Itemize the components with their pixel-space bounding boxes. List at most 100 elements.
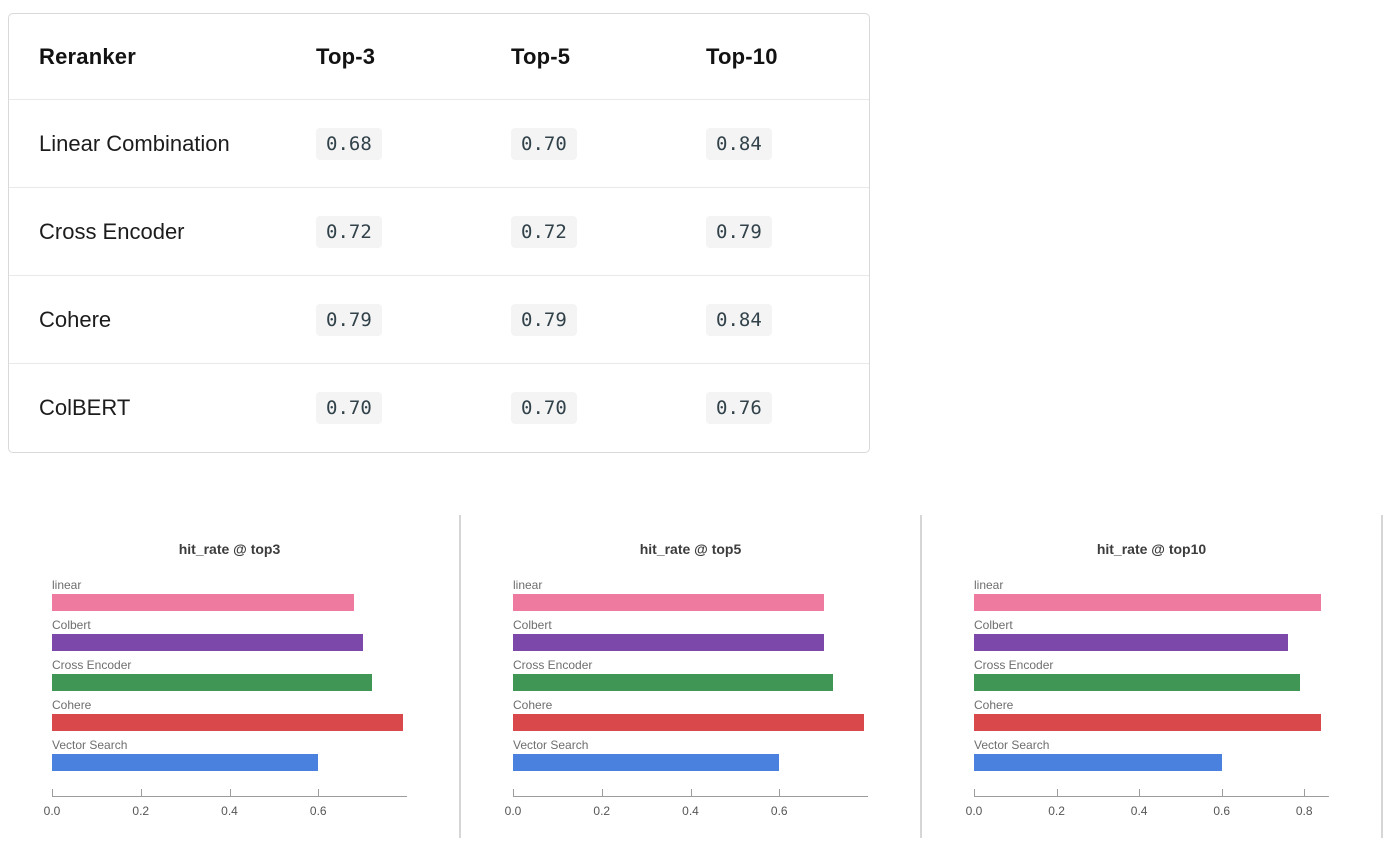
bar-series: Vector Search (974, 738, 1329, 771)
bar-chart: hit_rate @ top10 linear Colbert Cross Enco… (922, 515, 1383, 838)
bar-category-label: Cohere (52, 698, 92, 712)
bar-track (974, 754, 1329, 771)
bar-series: Vector Search (52, 738, 407, 771)
bar-series: Colbert (513, 618, 868, 651)
bar-category-label: Cross Encoder (513, 658, 593, 672)
series-container: linear Colbert Cross Encoder Cohere Vector S… (974, 578, 1329, 771)
column-header-top5: Top-5 (511, 43, 571, 69)
bar-series: Cohere (974, 698, 1329, 731)
axis-tick (318, 789, 320, 797)
metric-chip-top3: 0.72 (316, 215, 382, 248)
chart-title: hit_rate @ top10 (1096, 541, 1207, 557)
bar-category-label: Vector Search (52, 738, 128, 752)
table-header-row: Reranker Top-3 Top-5 Top-10 (9, 14, 869, 100)
table-row: Linear Combination 0.68 0.70 0.84 (9, 100, 869, 188)
table-row: Cross Encoder 0.72 0.72 0.79 (9, 188, 869, 276)
axis-tick (779, 789, 781, 797)
metric-chip-top10: 0.79 (706, 215, 772, 248)
reranker-name: Linear Combination (39, 130, 230, 156)
axis-tick (601, 789, 603, 797)
bar-cohere (52, 714, 403, 731)
bar-track (52, 594, 407, 611)
bar-track (52, 634, 407, 651)
bar-series: linear (52, 578, 407, 611)
bar-track (513, 594, 868, 611)
axis-tick-label: 0.6 (1213, 804, 1231, 818)
axis-tick-label: 0.4 (682, 804, 699, 818)
bar-vector-search (513, 754, 780, 771)
metric-chip-top3: 0.79 (316, 303, 382, 336)
bar-series: Colbert (974, 618, 1329, 651)
bar-category-label: Vector Search (974, 738, 1050, 752)
series-container: linear Colbert Cross Encoder Cohere Vector S… (513, 578, 868, 771)
bar-track (513, 714, 868, 731)
axis-tick (52, 789, 53, 797)
metric-chip-top3: 0.70 (316, 392, 382, 424)
bar-track (974, 714, 1329, 731)
bar-track (974, 674, 1329, 691)
axis-tick (974, 789, 975, 797)
axis-tick (1221, 789, 1223, 797)
bar-category-label: Cohere (513, 698, 553, 712)
bar-series: linear (974, 578, 1329, 611)
axis-tick-label: 0.8 (1295, 804, 1313, 818)
table-row: Cohere 0.79 0.79 0.84 (9, 276, 869, 364)
axis-tick-label: 0.0 (504, 804, 522, 818)
metric-chip-top10: 0.84 (706, 303, 772, 336)
bar-category-label: Colbert (513, 618, 552, 632)
bar-category-label: Colbert (52, 618, 91, 632)
bar-category-label: linear (513, 578, 543, 592)
metric-chip-top10: 0.84 (706, 127, 772, 160)
bar-cohere (513, 714, 864, 731)
x-axis: 0.0 0.2 0.4 0.6 0.8 (966, 789, 1329, 828)
bar-category-label: linear (974, 578, 1004, 592)
bar-chart: hit_rate @ top5 linear Colbert Cross Encod… (461, 515, 922, 838)
reranker-name: Cross Encoder (39, 218, 185, 244)
bar-track (974, 634, 1329, 651)
bar-category-label: Cross Encoder (52, 658, 132, 672)
axis-tick-label: 0.2 (132, 804, 150, 818)
bar-cross-encoder (974, 674, 1301, 691)
x-axis: 0.0 0.2 0.4 0.6 (505, 789, 868, 828)
bar-cross-encoder (513, 674, 833, 691)
bar-linear (513, 594, 824, 611)
table-row: ColBERT 0.70 0.70 0.76 (9, 364, 869, 452)
axis-tick (1056, 789, 1058, 797)
bar-category-label: Cross Encoder (974, 658, 1054, 672)
bar-colbert (513, 634, 824, 651)
bar-linear (52, 594, 354, 611)
axis-tick-label: 0.2 (1048, 804, 1065, 818)
bar-chart: hit_rate @ top3 linear Colbert Cross Encod… (0, 515, 461, 838)
metric-chip-top5: 0.72 (511, 215, 577, 248)
bar-series: Cross Encoder (974, 658, 1329, 691)
axis-tick (1139, 789, 1141, 797)
axis-tick-label: 0.4 (1130, 804, 1148, 818)
axis-tick (229, 789, 231, 797)
axis-tick (1304, 789, 1306, 797)
bar-series: Cohere (513, 698, 868, 731)
bar-vector-search (52, 754, 319, 771)
axis-tick (140, 789, 142, 797)
axis-tick (690, 789, 692, 797)
bar-series: Cross Encoder (52, 658, 407, 691)
bar-series: linear (513, 578, 868, 611)
reranker-name: Cohere (39, 306, 112, 332)
bar-series: Cohere (52, 698, 407, 731)
column-header-top10: Top-10 (706, 43, 778, 69)
bar-linear (974, 594, 1321, 611)
reranker-name: ColBERT (39, 395, 131, 420)
x-axis: 0.0 0.2 0.4 0.6 (44, 789, 407, 828)
column-header-reranker: Reranker (39, 43, 136, 69)
metric-chip-top3: 0.68 (316, 127, 382, 160)
axis-tick-label: 0.6 (770, 804, 788, 818)
bar-track (52, 754, 407, 771)
metric-chip-top5: 0.79 (511, 303, 577, 336)
axis-tick-label: 0.0 (43, 804, 61, 818)
bar-colbert (52, 634, 363, 651)
plot-area: linear Colbert Cross Encoder Cohere Vector S… (966, 578, 1329, 828)
bar-series: Colbert (52, 618, 407, 651)
bar-colbert (974, 634, 1288, 651)
metric-chip-top5: 0.70 (511, 127, 577, 160)
bar-category-label: Cohere (974, 698, 1014, 712)
bar-vector-search (974, 754, 1222, 771)
